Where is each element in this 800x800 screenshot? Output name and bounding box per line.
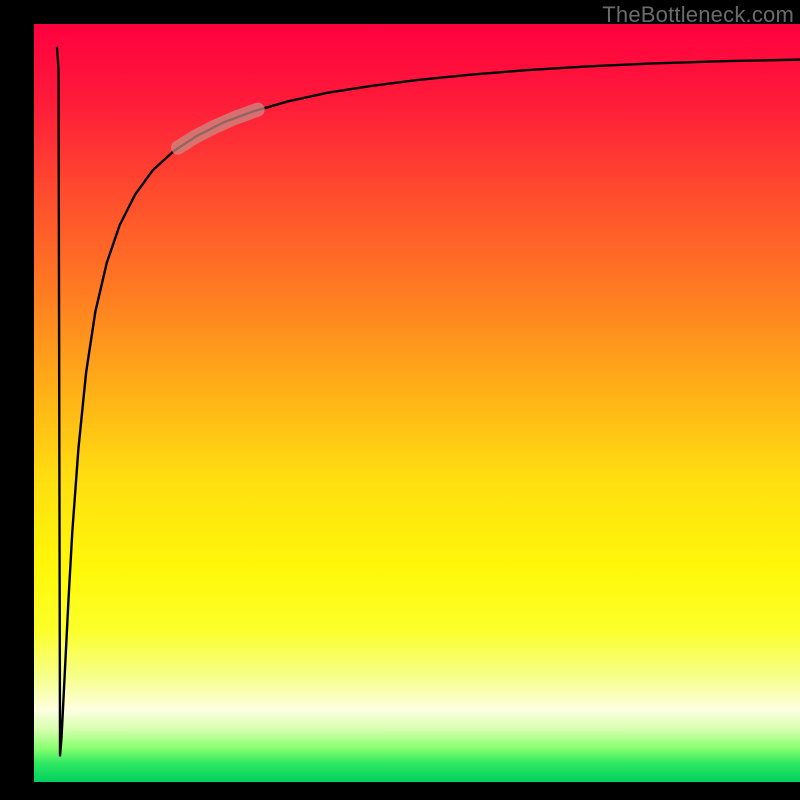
plot-area bbox=[34, 24, 800, 782]
chart-stage: TheBottleneck.com bbox=[0, 0, 800, 800]
curve-overlay bbox=[34, 24, 800, 782]
watermark-text: TheBottleneck.com bbox=[602, 2, 794, 28]
highlight-segment bbox=[178, 110, 258, 148]
bottleneck-curve bbox=[57, 47, 800, 756]
